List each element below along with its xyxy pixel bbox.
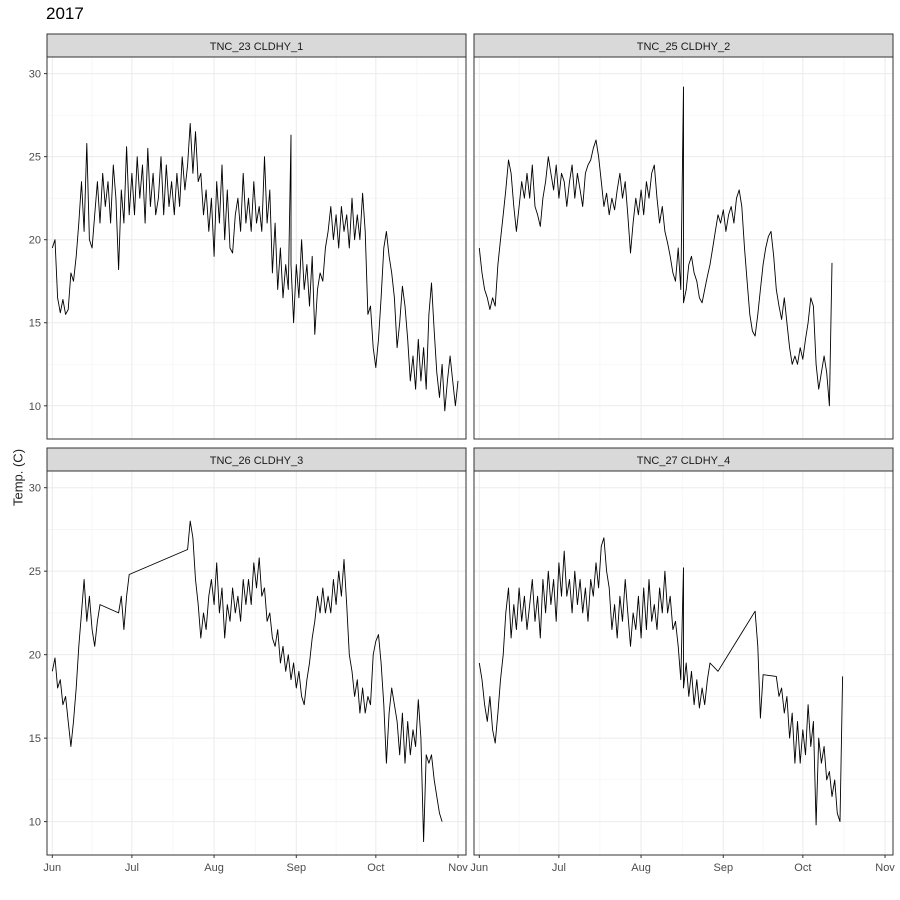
panel-border — [473, 470, 894, 856]
x-tick-label: Aug — [631, 862, 651, 874]
series-line — [51, 122, 459, 412]
y-tick-label: 30 — [29, 483, 41, 495]
x-tick-label: Jul — [125, 862, 139, 874]
x-tick-label: Sep — [713, 862, 733, 874]
y-tick-label: 15 — [29, 733, 41, 745]
panel-strip-label: TNC_25 CLDHY_2 — [637, 41, 731, 53]
y-tick-label: 20 — [29, 235, 41, 247]
y-tick-label: 25 — [29, 152, 41, 164]
x-tick-label: Jun — [470, 862, 488, 874]
series-line — [51, 520, 443, 843]
chart-title: 2017 — [46, 4, 84, 23]
series-line — [478, 537, 844, 826]
x-tick-label: Oct — [794, 862, 811, 874]
x-tick-label: Oct — [367, 862, 384, 874]
panel-border — [46, 56, 467, 440]
panel-background — [47, 57, 466, 439]
panel-strip-label: TNC_23 CLDHY_1 — [210, 41, 304, 53]
x-tick-label: Sep — [286, 862, 306, 874]
y-tick-label: 10 — [29, 817, 41, 829]
x-tick-label: Nov — [875, 862, 895, 874]
x-tick-label: Aug — [204, 862, 224, 874]
y-tick-label: 15 — [29, 318, 41, 330]
x-tick-label: Nov — [448, 862, 468, 874]
y-tick-label: 10 — [29, 401, 41, 413]
panel-strip-label: TNC_26 CLDHY_3 — [210, 455, 304, 467]
series-line — [478, 86, 833, 407]
x-tick-label: Jul — [552, 862, 566, 874]
y-tick-label: 20 — [29, 650, 41, 662]
panel-background — [47, 471, 466, 855]
panel-border — [473, 56, 894, 440]
y-tick-label: 30 — [29, 69, 41, 81]
panel-strip-label: TNC_27 CLDHY_4 — [637, 455, 731, 467]
x-tick-label: Jun — [43, 862, 61, 874]
panel-border — [46, 470, 467, 856]
y-tick-label: 25 — [29, 566, 41, 578]
